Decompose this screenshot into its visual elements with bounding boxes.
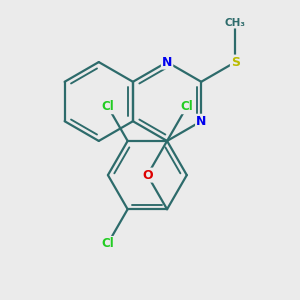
Text: Cl: Cl (180, 100, 193, 113)
Text: N: N (162, 56, 172, 69)
Text: O: O (142, 169, 153, 182)
Text: Cl: Cl (101, 237, 114, 250)
Text: Cl: Cl (101, 100, 114, 113)
Text: CH₃: CH₃ (225, 18, 246, 28)
Text: N: N (196, 115, 206, 128)
Text: S: S (231, 56, 240, 69)
